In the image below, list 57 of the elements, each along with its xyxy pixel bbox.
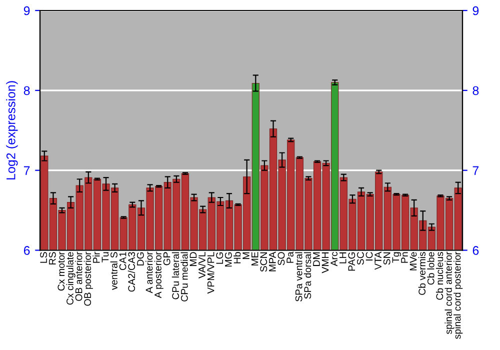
x-tick-label: Pn	[401, 252, 408, 263]
x-tick-label: MD	[190, 252, 197, 266]
x-tick-label: Cb lobe	[427, 252, 434, 285]
x-tick-label: ventral S	[110, 252, 118, 290]
y-axis-title: Log2 (expression)	[6, 81, 18, 180]
y2-tick-label: 8	[472, 86, 479, 96]
x-tick-label: CA2/CA3	[128, 252, 136, 292]
x-tick-label: DG	[136, 252, 144, 266]
x-tick-label: Cx cingulate	[66, 252, 76, 305]
x-tick-label: ME	[251, 252, 258, 266]
x-tick-label: MPA	[269, 252, 276, 272]
x-tick-label: Pa	[286, 252, 294, 263]
y-tick-label: 7	[24, 166, 30, 175]
x-tick-label: CA1	[119, 252, 126, 270]
x-tick-label: RS	[48, 252, 56, 264]
y-tick-label: 6	[24, 246, 30, 255]
x-tick-label: SPa dorsal	[304, 252, 312, 299]
x-tick-label: SPa ventral	[295, 252, 302, 302]
x-tick-label: DM	[313, 252, 320, 266]
x-tick-label: Cx motor	[58, 252, 65, 291]
x-tick-label: IC	[366, 252, 373, 260]
x-tick-label: VPM/VPL	[207, 252, 214, 294]
x-tick-label: LG	[216, 252, 224, 264]
y-tick-label: 9	[24, 6, 30, 16]
x-tick-label: VMH	[322, 252, 329, 274]
x-tick-label: Tg	[392, 252, 402, 263]
x-tick-label: CPu medial	[180, 252, 188, 302]
x-tick-label: SCN	[260, 252, 268, 272]
x-tick-label: LS	[40, 252, 48, 263]
x-tick-label: spinal cord anterior	[444, 252, 454, 334]
x-tick-label: SC	[357, 252, 364, 265]
x-tick-label: Arc	[330, 252, 338, 266]
x-tick-label: A anterior	[145, 252, 153, 294]
x-tick-label: OB anterior	[75, 252, 82, 301]
x-tick-label: OB posterior	[84, 252, 93, 306]
y2-tick-label: 9	[472, 6, 479, 16]
x-tick-label: Tu	[102, 252, 109, 262]
x-tick-label: Hb	[234, 252, 241, 264]
x-tick-label: MG	[224, 252, 232, 266]
x-tick-label: VTA	[374, 252, 382, 270]
x-tick-label: CPu lateral	[172, 252, 180, 300]
x-tick-label: A posterior	[154, 252, 164, 298]
x-tick-label: GP	[163, 252, 170, 266]
y2-tick-label: 6	[472, 246, 479, 255]
x-tick-label: VA/VL	[198, 252, 206, 278]
x-tick-label: LH	[339, 252, 346, 264]
x-tick-label: MVe	[410, 252, 417, 270]
x-tick-label: SO	[278, 252, 285, 266]
y-tick-label: 8	[24, 86, 30, 96]
x-tick-label: Cb vermis	[418, 252, 426, 295]
x-tick-label: PAG	[348, 252, 356, 271]
x-tick-label: Cb nucleus	[436, 252, 444, 300]
x-tick-label: SN	[383, 252, 390, 265]
y2-tick-label: 7	[472, 166, 479, 175]
x-tick-label: Pir	[92, 252, 100, 263]
x-tick-label: spinal cord posterior	[454, 252, 463, 339]
x-tick-label: M	[242, 252, 250, 259]
